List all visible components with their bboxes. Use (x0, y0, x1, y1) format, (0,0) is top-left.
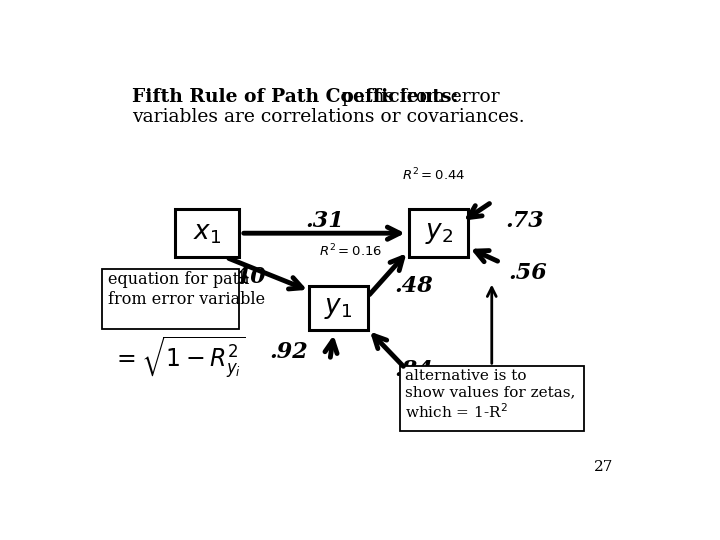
Text: paths from error
variables are correlations or covariances.: paths from error variables are correlati… (132, 87, 524, 126)
Text: equation for path
from error variable: equation for path from error variable (109, 272, 266, 308)
Text: alternative is to
show values for zetas,
which = 1-R$^2$: alternative is to show values for zetas,… (405, 369, 576, 421)
Text: .40: .40 (227, 266, 266, 288)
Text: .56: .56 (508, 262, 547, 284)
Text: Fifth Rule of Path Coefficients:: Fifth Rule of Path Coefficients: (132, 87, 459, 106)
Text: $y_1$: $y_1$ (324, 295, 353, 321)
FancyBboxPatch shape (410, 210, 468, 257)
Text: .92: .92 (269, 341, 307, 363)
FancyBboxPatch shape (309, 286, 368, 330)
Text: $y_2$: $y_2$ (425, 221, 453, 246)
Text: .84: .84 (394, 360, 433, 381)
Text: $x_1$: $x_1$ (193, 221, 221, 246)
Text: .31: .31 (305, 210, 343, 232)
Text: .73: .73 (505, 210, 544, 232)
FancyBboxPatch shape (102, 268, 239, 329)
FancyBboxPatch shape (400, 366, 584, 431)
Text: 27: 27 (594, 461, 613, 475)
Text: $R^2 = 0.16$: $R^2 = 0.16$ (319, 243, 382, 259)
Text: $= \sqrt{1 - R_{y_i}^2}$: $= \sqrt{1 - R_{y_i}^2}$ (112, 335, 246, 381)
FancyBboxPatch shape (175, 210, 239, 257)
Text: $R^2 = 0.44$: $R^2 = 0.44$ (402, 167, 465, 183)
Text: .48: .48 (394, 275, 433, 297)
